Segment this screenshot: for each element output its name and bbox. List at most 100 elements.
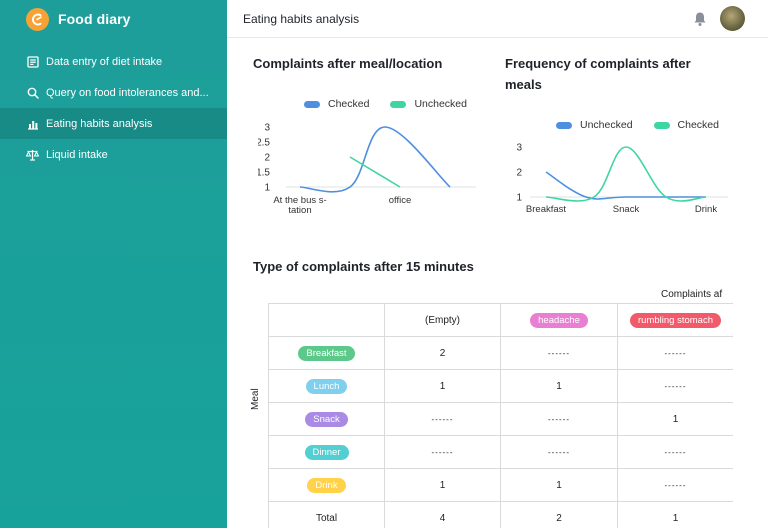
- chart-legend-right: Unchecked Checked: [556, 119, 740, 131]
- total-cell: 4: [384, 501, 501, 528]
- y-tick-label: 2.5: [258, 138, 270, 149]
- meal-tag: Snack: [305, 411, 348, 427]
- row-header[interactable]: Dinner: [268, 435, 385, 469]
- sidebar-item-label: Eating habits analysis: [46, 117, 153, 130]
- total-label: Total: [268, 501, 385, 528]
- table-overflow-mask: [733, 295, 768, 528]
- table-cell[interactable]: ------: [617, 336, 734, 370]
- page-title: Eating habits analysis: [243, 11, 360, 26]
- table-cell[interactable]: ------: [617, 468, 734, 502]
- sidebar-item-label: Liquid intake: [46, 148, 108, 161]
- x-tick-label: Snack: [613, 204, 640, 215]
- x-tick-label: Breakfast: [526, 204, 566, 215]
- pivot-title: Type of complaints after 15 minutes: [253, 259, 474, 274]
- meal-tag: Dinner: [304, 444, 349, 460]
- y-tick-label: 1.5: [258, 168, 270, 179]
- row-group-label: Meal: [250, 388, 261, 410]
- top-header: Eating habits analysis: [227, 0, 768, 38]
- sidebar-item-label: Data entry of diet intake: [46, 55, 163, 68]
- table-cell[interactable]: ------: [500, 402, 618, 436]
- y-tick-label: 1: [264, 183, 270, 194]
- column-group-label: Complaints af: [661, 289, 723, 300]
- series-line-unchecked[interactable]: [349, 156, 401, 188]
- scale-icon: [26, 148, 39, 161]
- table-cell[interactable]: 1: [384, 369, 501, 403]
- table-cell[interactable]: ------: [384, 435, 501, 469]
- x-tick-label: office: [389, 195, 412, 206]
- series-line-checked[interactable]: [545, 146, 707, 202]
- table-cell[interactable]: 1: [617, 402, 734, 436]
- table-corner-cell: [268, 303, 385, 337]
- table-row: Lunch 1 1 ------: [268, 369, 734, 403]
- table-cell[interactable]: 1: [500, 369, 618, 403]
- table-cell[interactable]: 1: [384, 468, 501, 502]
- brand[interactable]: Food diary: [26, 7, 131, 31]
- sidebar: Food diary Data entry of diet intake Que…: [0, 0, 227, 528]
- meal-tag: Drink: [307, 477, 346, 493]
- pivot-table: (Empty) headache rumbling stomach Breakfast…: [268, 303, 734, 528]
- table-row: Breakfast 2 ------ ------: [268, 336, 734, 370]
- chart-title-right: Frequency of complaints after meals: [505, 53, 691, 95]
- row-header[interactable]: Snack: [268, 402, 385, 436]
- column-header-label: headache: [530, 312, 588, 328]
- series-line-checked[interactable]: [299, 126, 451, 193]
- legend-item-unchecked[interactable]: Unchecked: [390, 98, 467, 110]
- table-cell[interactable]: ------: [500, 336, 618, 370]
- legend-label: Checked: [677, 119, 719, 131]
- table-cell[interactable]: ------: [500, 435, 618, 469]
- y-tick-label: 2: [264, 153, 270, 164]
- row-header[interactable]: Drink: [268, 468, 385, 502]
- search-icon: [26, 86, 39, 99]
- notification-bell-icon[interactable]: [693, 11, 707, 27]
- table-row: Dinner ------ ------ ------: [268, 435, 734, 469]
- meal-tag: Lunch: [305, 378, 348, 394]
- legend-item-checked[interactable]: Checked: [304, 98, 369, 110]
- total-cell: 1: [617, 501, 734, 528]
- legend-swatch: [390, 100, 407, 108]
- sidebar-item-label: Query on food intolerances and...: [46, 86, 209, 99]
- row-header[interactable]: Lunch: [268, 369, 385, 403]
- table-total-row: Total 4 2 1: [268, 501, 734, 528]
- form-icon: [26, 55, 39, 68]
- x-tick-label: Drink: [695, 204, 717, 215]
- sidebar-item-liquid-intake[interactable]: Liquid intake: [0, 139, 227, 170]
- y-tick-label: 3: [264, 123, 270, 134]
- app-name: Food diary: [58, 11, 131, 27]
- sidebar-nav: Data entry of diet intake Query on food …: [0, 46, 227, 170]
- table-cell[interactable]: ------: [384, 402, 501, 436]
- table-header-row: (Empty) headache rumbling stomach: [268, 303, 734, 337]
- user-avatar[interactable]: [720, 6, 745, 31]
- table-cell[interactable]: ------: [617, 435, 734, 469]
- table-cell[interactable]: ------: [617, 369, 734, 403]
- legend-swatch: [556, 121, 572, 129]
- line-chart-complaints-location: 1 1.5 2 2.5 3 At the bus s-tation office: [258, 123, 476, 216]
- total-cell: 2: [500, 501, 618, 528]
- chart-title-right-line2: meals: [505, 77, 542, 92]
- sidebar-item-eating-habits-analysis[interactable]: Eating habits analysis: [0, 108, 227, 139]
- legend-label: Checked: [328, 98, 370, 110]
- table-row: Snack ------ ------ 1: [268, 402, 734, 436]
- sidebar-item-food-intolerance-query[interactable]: Query on food intolerances and...: [0, 77, 227, 108]
- chart-title-right-line1: Frequency of complaints after: [505, 56, 691, 71]
- column-header[interactable]: (Empty): [384, 303, 501, 337]
- meal-tag: Breakfast: [298, 345, 355, 361]
- chart-title-left: Complaints after meal/location: [253, 56, 443, 71]
- row-header[interactable]: Breakfast: [268, 336, 385, 370]
- column-header-label: rumbling stomach: [630, 312, 721, 328]
- column-header[interactable]: rumbling stomach: [617, 303, 734, 337]
- column-header-label: (Empty): [425, 314, 460, 326]
- column-header[interactable]: headache: [500, 303, 618, 337]
- series-line-unchecked[interactable]: [545, 171, 706, 200]
- legend-item-checked[interactable]: Checked: [653, 119, 719, 131]
- legend-swatch: [653, 121, 670, 129]
- table-cell[interactable]: 2: [384, 336, 501, 370]
- y-tick-label: 3: [516, 143, 522, 154]
- legend-swatch: [304, 100, 320, 108]
- sidebar-item-data-entry[interactable]: Data entry of diet intake: [0, 46, 227, 77]
- legend-label: Unchecked: [414, 98, 467, 110]
- y-tick-label: 1: [516, 193, 522, 204]
- table-cell[interactable]: 1: [500, 468, 618, 502]
- legend-item-unchecked[interactable]: Unchecked: [556, 119, 633, 131]
- x-tick-label: At the bus s-tation: [273, 195, 326, 216]
- chart-icon: [26, 117, 39, 130]
